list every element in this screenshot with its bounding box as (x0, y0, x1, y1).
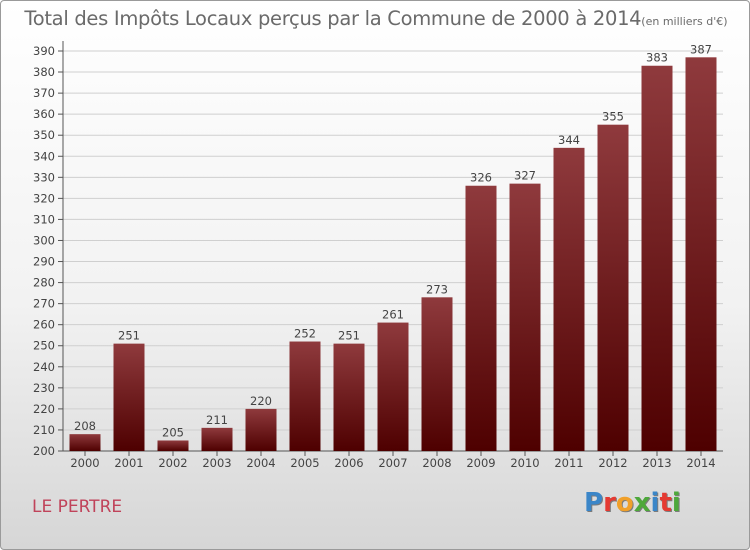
y-tick-label: 230 (33, 381, 55, 395)
y-tick-label: 240 (33, 360, 55, 374)
y-tick-label: 340 (33, 149, 55, 163)
x-tick-label: 2014 (686, 456, 715, 470)
title-text: Total des Impôts Locaux perçus par la Co… (24, 7, 642, 30)
bar (201, 427, 233, 451)
data-label: 252 (294, 327, 316, 341)
bar (245, 408, 277, 451)
x-tick-label: 2003 (202, 456, 231, 470)
y-tick-label: 350 (33, 128, 55, 142)
x-tick-label: 2011 (554, 456, 583, 470)
data-label: 344 (558, 133, 580, 147)
bar (157, 440, 189, 451)
x-tick-label: 2002 (158, 456, 187, 470)
x-tick-label: 2009 (466, 456, 495, 470)
x-tick-label: 2000 (70, 456, 99, 470)
bar (333, 343, 365, 451)
bar (69, 434, 101, 451)
x-tick-label: 2012 (598, 456, 627, 470)
bar-layer (69, 57, 717, 452)
y-tick-label: 320 (33, 191, 55, 205)
logo-letter: o (615, 488, 634, 518)
data-label: 251 (338, 329, 360, 343)
y-tick-label: 200 (33, 444, 55, 458)
bar (113, 343, 145, 451)
logo-letter: i (671, 488, 681, 518)
title-unit: (en milliers d'€) (641, 15, 728, 28)
commune-name: LE PERTRE (32, 497, 123, 517)
y-tick-label: 250 (33, 339, 55, 353)
y-tick-label: 210 (33, 423, 55, 437)
y-tick-label: 330 (33, 170, 55, 184)
logo-letter: r (603, 488, 616, 518)
logo-letter: x (633, 488, 651, 518)
data-label: 326 (470, 171, 492, 185)
data-label: 273 (426, 282, 448, 296)
data-label: 327 (514, 169, 536, 183)
y-tick-label: 370 (33, 86, 55, 100)
y-tick-label: 360 (33, 107, 55, 121)
bar (421, 297, 453, 451)
bar (509, 183, 541, 451)
x-tick-label: 2010 (510, 456, 539, 470)
data-label: 261 (382, 308, 404, 322)
x-tick-label: 2001 (114, 456, 143, 470)
bar (597, 124, 629, 452)
y-tick-label: 310 (33, 212, 55, 226)
logo-letter: i (650, 488, 660, 518)
y-tick-label: 380 (33, 65, 55, 79)
bar (553, 147, 585, 451)
y-tick-label: 270 (33, 297, 55, 311)
data-label: 211 (206, 413, 228, 427)
y-tick-label: 290 (33, 255, 55, 269)
bar (641, 65, 673, 451)
data-label: 387 (690, 42, 712, 56)
bar (685, 57, 717, 451)
y-tick-label: 260 (33, 318, 55, 332)
bar (465, 185, 497, 451)
y-tick-label: 300 (33, 233, 55, 247)
x-tick-label: 2005 (290, 456, 319, 470)
bar (377, 322, 409, 451)
label-layer: 208 251 205 211 220 252 251 261 273 326 327 344 355 3… (74, 42, 712, 439)
y-tick-label: 390 (33, 44, 55, 58)
x-tick-label: 2004 (246, 456, 275, 470)
bar (289, 341, 321, 451)
logo-letter: P (584, 488, 604, 518)
data-label: 383 (646, 51, 668, 65)
proxiti-logo: Proxiti (584, 488, 681, 518)
y-tick-label: 280 (33, 276, 55, 290)
chart-title: Total des Impôts Locaux perçus par la Co… (1, 7, 749, 30)
x-tick-label: 2008 (422, 456, 451, 470)
y-tick-label: 220 (33, 402, 55, 416)
data-label: 355 (602, 110, 624, 124)
data-label: 251 (118, 329, 140, 343)
data-label: 205 (162, 425, 184, 439)
x-tick-label: 2006 (334, 456, 363, 470)
logo-letter: t (659, 488, 672, 518)
x-tick-label: 2007 (378, 456, 407, 470)
data-label: 208 (74, 419, 96, 433)
x-tick-label: 2013 (642, 456, 671, 470)
data-label: 220 (250, 394, 272, 408)
